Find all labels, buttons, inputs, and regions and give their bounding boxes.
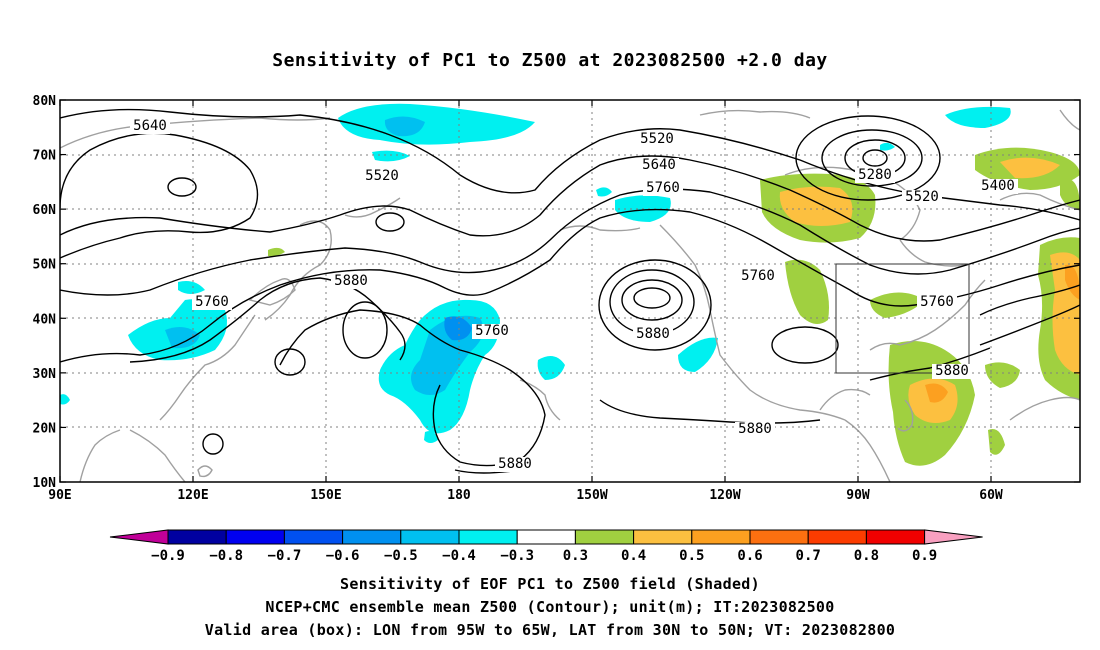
colorbar-label: 0.7 bbox=[796, 548, 821, 564]
contour-label-bg bbox=[130, 119, 170, 134]
latitude-axis: 80N 70N 60N 50N 40N 30N 20N 10N bbox=[33, 94, 1080, 491]
colorbar-label: −0.3 bbox=[500, 548, 534, 564]
contour-labels: 5640 5520 5520 5640 5760 5280 5400 5520 5880 5760… bbox=[130, 118, 1018, 472]
caption-contour: NCEP+CMC ensemble mean Z500 (Contour); u… bbox=[265, 598, 835, 616]
colorbar-cell bbox=[574, 529, 635, 545]
lat-tick-label: 60N bbox=[33, 203, 57, 218]
lat-tick-label: 20N bbox=[33, 421, 57, 436]
colorbar-cell bbox=[516, 529, 576, 545]
lat-tick-label: 10N bbox=[33, 476, 57, 491]
lon-tick-label: 90W bbox=[846, 488, 870, 503]
colorbar-cell bbox=[633, 529, 693, 545]
lat-tick-label: 80N bbox=[33, 94, 57, 109]
contour-label: 5760 bbox=[741, 268, 775, 284]
colorbar-label: −0.7 bbox=[268, 548, 302, 564]
contour-label: 5640 bbox=[133, 118, 167, 134]
lat-tick-label: 50N bbox=[33, 258, 57, 273]
valid-area-box bbox=[835, 263, 970, 374]
contour-label: 5760 bbox=[475, 323, 509, 339]
contour-label-bg bbox=[902, 190, 942, 205]
colorbar-cell bbox=[225, 529, 285, 545]
colorbar-label: 0.6 bbox=[737, 548, 762, 564]
lon-tick-label: 120W bbox=[709, 488, 740, 503]
colorbar-cell bbox=[458, 529, 518, 545]
caption-shaded: Sensitivity of EOF PC1 to Z500 field (Sh… bbox=[340, 575, 760, 593]
colorbar-label: 0.5 bbox=[679, 548, 704, 564]
contour-label-bg bbox=[855, 168, 895, 183]
contour-label-bg bbox=[192, 295, 232, 310]
contour-label-bg bbox=[917, 295, 957, 310]
lon-tick-label: 180 bbox=[447, 488, 471, 503]
contour-label: 5280 bbox=[858, 167, 892, 183]
colorbar-label: 0.8 bbox=[854, 548, 879, 564]
contour-label: 5880 bbox=[935, 363, 969, 379]
colorbar-label: 0.9 bbox=[912, 548, 937, 564]
contour-label-bg bbox=[495, 457, 535, 472]
coastlines bbox=[60, 109, 1080, 482]
contour-label-bg bbox=[362, 169, 402, 184]
lon-tick-label: 60W bbox=[979, 488, 1003, 503]
map-frame bbox=[59, 99, 1081, 483]
contour-label: 5760 bbox=[646, 180, 680, 196]
contour-label: 5880 bbox=[334, 273, 368, 289]
contour-label-bg bbox=[637, 132, 677, 147]
colorbar-label: −0.9 bbox=[151, 548, 185, 564]
caption-valid-area: Valid area (box): LON from 95W to 65W, L… bbox=[204, 621, 896, 639]
colorbar-label: −0.6 bbox=[326, 548, 360, 564]
colorbar-cell bbox=[342, 529, 402, 545]
colorbar-extend-low bbox=[109, 529, 169, 545]
contour-label-bg bbox=[932, 364, 972, 379]
lat-tick-label: 40N bbox=[33, 312, 57, 327]
contour-label: 5760 bbox=[195, 294, 229, 310]
colorbar-cell bbox=[865, 529, 926, 545]
contour-label: 5520 bbox=[905, 189, 939, 205]
colorbar-extend-high bbox=[924, 529, 983, 545]
colorbar-label: 0.4 bbox=[621, 548, 646, 564]
plot-title: Sensitivity of PC1 to Z500 at 2023082500… bbox=[272, 50, 828, 71]
colorbar-cell bbox=[400, 529, 460, 545]
contour-label-bg bbox=[643, 181, 683, 196]
contour-label-bg bbox=[978, 179, 1018, 194]
lat-tick-label: 70N bbox=[33, 149, 57, 164]
z500-contours bbox=[60, 108, 1080, 474]
map-area bbox=[59, 99, 1081, 483]
contour-label: 5640 bbox=[642, 157, 676, 173]
contour-label-bg bbox=[639, 158, 679, 173]
colorbar: −0.9 −0.8 −0.7 −0.6 −0.5 −0.4 −0.3 0.3 0.4 0.5 0.6… bbox=[109, 529, 983, 564]
contour-label: 5880 bbox=[498, 456, 532, 472]
contour-label: 5880 bbox=[636, 326, 670, 342]
colorbar-label: −0.5 bbox=[384, 548, 418, 564]
contour-label-bg bbox=[735, 422, 775, 437]
contour-label-bg bbox=[472, 324, 512, 339]
longitude-axis: 90E 120E 150E 180 150W 120W 90W 60W bbox=[48, 100, 1003, 503]
negative-sensitivity-shading bbox=[60, 103, 1011, 443]
lon-tick-label: 150E bbox=[310, 488, 341, 503]
colorbar-label: 0.3 bbox=[563, 548, 588, 564]
contour-label: 5400 bbox=[981, 178, 1015, 194]
contour-label: 5880 bbox=[738, 421, 772, 437]
lon-tick-label: 150W bbox=[576, 488, 607, 503]
colorbar-cell bbox=[691, 529, 751, 545]
contour-label-bg bbox=[633, 327, 673, 342]
contour-label: 5520 bbox=[365, 168, 399, 184]
contour-label-bg bbox=[738, 269, 778, 284]
contour-label: 5520 bbox=[640, 131, 674, 147]
colorbar-label: −0.4 bbox=[442, 548, 476, 564]
colorbar-cell bbox=[807, 529, 867, 545]
contour-label-bg bbox=[331, 274, 371, 289]
lat-tick-label: 30N bbox=[33, 367, 57, 382]
colorbar-cell bbox=[283, 529, 344, 545]
lon-tick-label: 120E bbox=[177, 488, 208, 503]
colorbar-label: −0.8 bbox=[209, 548, 243, 564]
colorbar-cell bbox=[749, 529, 809, 545]
contour-label: 5760 bbox=[920, 294, 954, 310]
lon-tick-label: 90E bbox=[48, 488, 71, 503]
colorbar-cell bbox=[167, 529, 227, 545]
